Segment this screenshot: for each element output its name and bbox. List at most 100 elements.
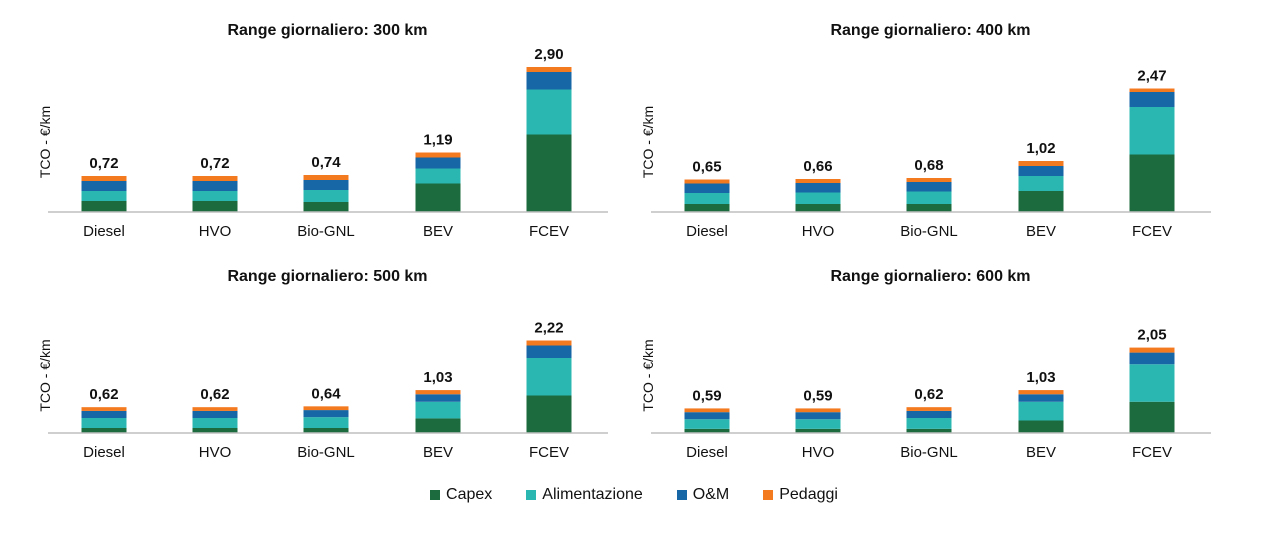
bar-segment-om [684,183,730,193]
category-label: Diesel [686,223,728,240]
bar-segment-pedaggi [1018,390,1064,395]
bar-segment-pedaggi [81,176,127,181]
bar-segment-capex [795,428,841,433]
bar-segment-capex [684,428,730,433]
total-value-label: 0,64 [311,385,341,402]
bar-segment-capex [906,204,952,212]
category-label: BEV [423,444,453,461]
bar-segment-alimentazione [415,168,461,184]
legend-label: Pedaggi [779,486,838,503]
total-value-label: 0,62 [200,386,229,403]
bar-segment-capex [81,428,127,433]
total-value-label: 2,22 [534,320,563,337]
bar-segment-om [303,410,349,418]
bar-segment-om [1129,352,1175,365]
chart-panel-400km: Range giornaliero: 400 km TCO - €/km 0,65… [640,22,1218,252]
bar-segment-om [906,410,952,418]
bar-segment-pedaggi [415,390,461,395]
chart-svg: TCO - €/km 0,72 Diesel 0,72 HVO 0,74 Bio-GNL 1,… [37,46,608,240]
bar-segment-alimentazione [81,191,127,201]
legend-swatch [676,490,687,500]
category-label: HVO [802,444,835,461]
category-label: Bio-GNL [900,444,958,461]
category-label: Diesel [83,444,125,461]
bar-segment-capex [684,204,730,212]
category-label: FCEV [529,444,569,461]
bar-segment-capex [1018,420,1064,433]
total-value-label: 2,90 [534,46,563,63]
chart-svg: TCO - €/km 0,59 Diesel 0,59 HVO 0,62 Bio-GNL 1,… [640,327,1211,461]
bar-segment-om [1129,92,1175,107]
bar-segment-alimentazione [303,417,349,428]
category-label: BEV [423,223,453,240]
bar-segment-alimentazione [1129,107,1175,155]
total-value-label: 0,74 [311,154,341,171]
chart-panel-600km: Range giornaliero: 600 km TCO - €/km 0,59… [640,268,1218,473]
bar-segment-capex [192,201,238,212]
bar-segment-pedaggi [415,152,461,158]
bar-segment-capex [1018,191,1064,212]
legend-swatch [430,490,441,500]
category-label: HVO [199,223,232,240]
bar-segment-alimentazione [415,401,461,419]
bar-segment-pedaggi [192,407,238,411]
category-label: FCEV [1132,444,1172,461]
total-value-label: 0,68 [914,157,943,174]
bar-segment-om [1018,166,1064,176]
bar-segment-capex [526,134,572,212]
bar-segment-alimentazione [526,358,572,396]
bar-segment-capex [192,428,238,433]
y-axis-label: TCO - €/km [37,339,53,411]
legend-item-pedaggi: Pedaggi [763,486,838,504]
bar-segment-capex [526,395,572,433]
legend-item-om: O&M [676,486,730,504]
bar-segment-alimentazione [1018,176,1064,191]
bar-segment-alimentazione [192,191,238,201]
category-label: BEV [1026,444,1056,461]
legend-item-capex: Capex [430,486,492,504]
bar-segment-om [192,181,238,191]
category-label: Diesel [686,444,728,461]
y-axis-label: TCO - €/km [37,106,53,178]
bar-segment-capex [303,202,349,212]
bar-segment-capex [906,428,952,433]
chart-title: Range giornaliero: 500 km [227,268,428,285]
total-value-label: 0,59 [803,387,832,404]
total-value-label: 2,05 [1137,327,1166,344]
bar-segment-om [526,345,572,358]
total-value-label: 0,66 [803,158,832,175]
bar-segment-pedaggi [1129,347,1175,353]
chart-panel-500km: Range giornaliero: 500 km TCO - €/km 0,62… [37,268,615,473]
bar-segment-pedaggi [192,176,238,181]
category-label: FCEV [1132,223,1172,240]
bar-segment-alimentazione [795,419,841,429]
bar-segment-alimentazione [906,418,952,429]
legend: Capex Alimentazione O&M Pedaggi [0,484,1268,506]
category-label: HVO [199,444,232,461]
chart-title: Range giornaliero: 600 km [830,268,1031,285]
legend-label: O&M [692,486,730,503]
bar-segment-alimentazione [303,190,349,202]
bar-segment-pedaggi [1129,88,1175,92]
bar-segment-alimentazione [906,191,952,204]
y-axis-label: TCO - €/km [640,339,656,411]
bar-segment-alimentazione [192,418,238,428]
chart-svg: TCO - €/km 0,65 Diesel 0,66 HVO 0,68 Bio-GNL 1,… [640,68,1211,240]
legend-label: Alimentazione [542,486,643,503]
bar-segment-om [303,180,349,190]
bar-segment-pedaggi [526,67,572,72]
bar-segment-capex [303,428,349,433]
total-value-label: 1,02 [1026,140,1055,157]
category-label: BEV [1026,223,1056,240]
total-value-label: 1,19 [423,132,452,149]
bar-segment-om [684,412,730,420]
bar-segment-alimentazione [1129,364,1175,402]
bar-segment-alimentazione [795,192,841,204]
chart-title: Range giornaliero: 300 km [227,22,428,39]
bar-segment-capex [1129,401,1175,433]
total-value-label: 0,65 [692,159,721,176]
bar-segment-capex [415,183,461,212]
bar-segment-om [795,412,841,420]
total-value-label: 1,03 [1026,369,1055,386]
bar-segment-pedaggi [684,179,730,184]
